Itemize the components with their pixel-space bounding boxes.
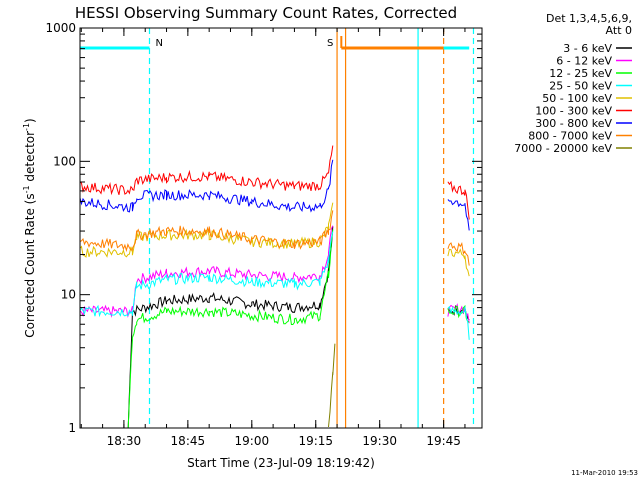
legend-label-5: 100 - 300 keV	[535, 105, 612, 118]
y-axis-label-part3: )	[23, 118, 37, 123]
axis-ticks: 18:30 18:45 19:00 19:15 19:30 19:45 1 10 100 1000	[45, 21, 482, 448]
timestamp: 11-Mar-2010 19:53	[571, 469, 638, 477]
y-axis-label-part1: Corrected Count Rate (s	[23, 193, 37, 337]
x-tick-label-1: 18:45	[171, 434, 206, 448]
legend-header-line1: Det 1,3,4,5,6,9,	[546, 12, 632, 25]
x-tick-label-4: 19:30	[362, 434, 397, 448]
y-axis-label-part2: detector	[23, 131, 37, 186]
series-line-2-0	[80, 229, 334, 429]
x-tick-label-2: 19:00	[235, 434, 270, 448]
plot-frame	[79, 27, 483, 429]
legend-label-2: 12 - 25 keV	[549, 67, 612, 80]
y-axis-label: Corrected Count Rate (s-1 detector-1)	[22, 118, 37, 337]
y-tick-label-2: 100	[53, 154, 76, 168]
series-line-6-1	[447, 199, 470, 231]
y-axis-label-sup1: -1	[22, 185, 31, 193]
y-tick-label-0: 1	[68, 421, 76, 435]
series-line-3-0	[79, 231, 334, 318]
x-tick-label-5: 19:45	[426, 434, 461, 448]
series-line-6-0	[79, 159, 334, 213]
y-axis-label-sup2: -1	[22, 123, 31, 131]
chart-title: HESSI Observing Summary Count Rates, Cor…	[75, 4, 457, 22]
legend-label-0: 3 - 6 keV	[563, 42, 612, 55]
legend-label-8: 7000 - 20000 keV	[514, 142, 612, 155]
series-line-5-1	[447, 180, 470, 220]
legend-header-line2: Att 0	[606, 24, 632, 37]
series-line-8-0	[328, 343, 336, 428]
series-line-1-0	[79, 225, 334, 318]
legend-label-3: 25 - 50 keV	[549, 80, 612, 93]
y-tick-label-3: 1000	[45, 21, 76, 35]
series-line-7-0	[79, 210, 334, 253]
y-tick-label-1: 10	[61, 288, 76, 302]
series-line-3-1	[447, 305, 470, 340]
series-line-4-1	[447, 248, 470, 277]
x-axis-label: Start Time (23-Jul-09 18:19:42)	[187, 456, 375, 470]
legend-label-4: 50 - 100 keV	[542, 92, 612, 105]
series-line-5-0	[79, 145, 334, 196]
flag-label-S: S	[327, 38, 333, 49]
legend-label-1: 6 - 12 keV	[556, 55, 612, 68]
flag-label-N: N	[155, 38, 162, 49]
x-tick-label-3: 19:15	[298, 434, 333, 448]
series-line-7-1	[447, 242, 470, 266]
series-line-0-0	[123, 226, 334, 429]
legend-label-7: 800 - 7000 keV	[528, 130, 612, 143]
x-tick-label-0: 18:30	[107, 434, 142, 448]
legend-label-6: 300 - 800 keV	[535, 117, 612, 130]
